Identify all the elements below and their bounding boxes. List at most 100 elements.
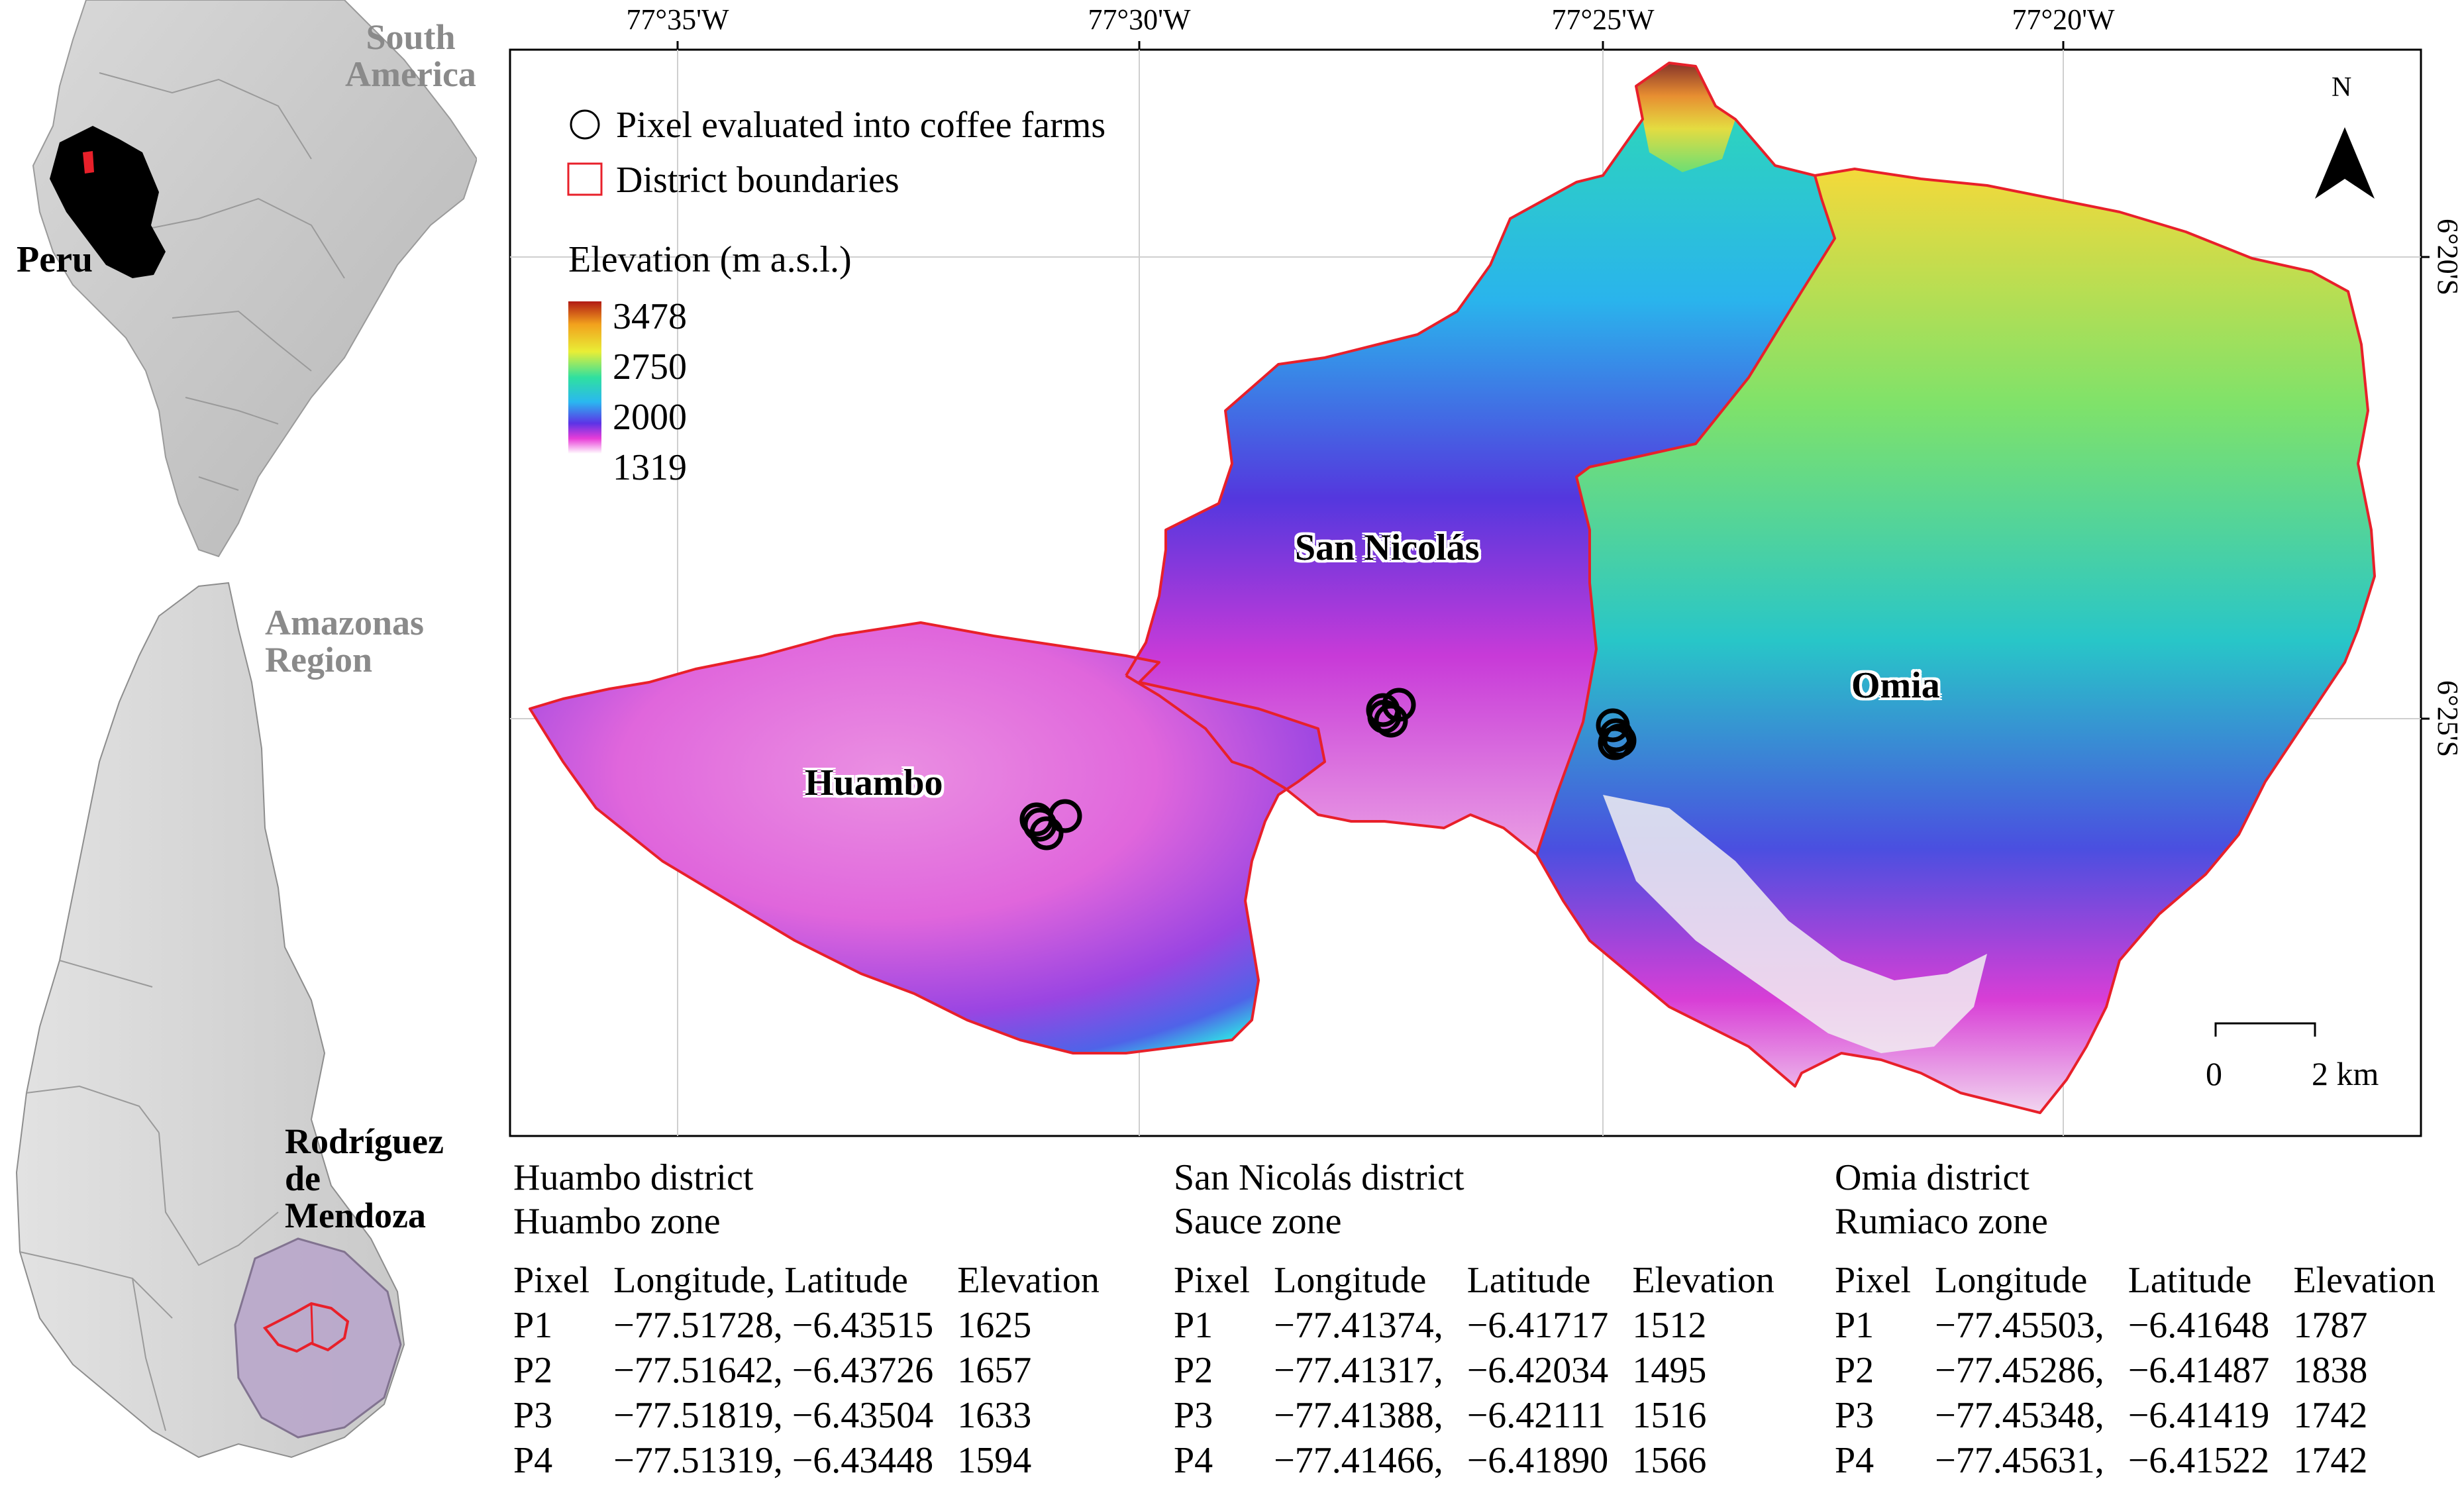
table-row: P1 −77.51728, −6.43515 1625 <box>513 1303 1100 1348</box>
country-label-peru: Peru <box>17 239 93 280</box>
cell-latitude: −6.41419 <box>2128 1395 2270 1436</box>
huambo-zone-title: Huambo zone <box>513 1201 721 1242</box>
cell-pixel: P2 <box>1835 1350 1874 1391</box>
province-label-line2: de <box>285 1158 321 1198</box>
cell-elevation: 1594 <box>957 1440 1032 1481</box>
peru-shape <box>50 126 166 278</box>
cell-longitude: −77.45348, <box>1935 1395 2104 1436</box>
table-row: P4 −77.41466, −6.41890 1566 <box>1174 1438 1774 1483</box>
huambo-district-title: Huambo district <box>513 1157 754 1198</box>
region-label-line1: Amazonas <box>265 603 424 643</box>
legend-boundary-symbol <box>567 162 603 196</box>
cell-elevation: 1625 <box>957 1305 1032 1346</box>
huambo-pixel-p2 <box>1029 816 1064 850</box>
header-latitude: Latitude <box>2128 1260 2252 1301</box>
table-row: P3 −77.41388, −6.42111 1516 <box>1174 1393 1774 1438</box>
cell-elevation: 1633 <box>957 1395 1032 1436</box>
top-axis-label: 77°35'W <box>626 3 729 36</box>
table-row: P3 −77.45348, −6.41419 1742 <box>1835 1393 2436 1438</box>
elevation-color-ramp <box>568 301 601 454</box>
san-nicolas-pixel-table: Pixel Longitude Latitude Elevation P1 −7… <box>1174 1258 1774 1483</box>
table-row: P2 −77.51642, −6.43726 1657 <box>513 1348 1100 1393</box>
omia-table-block: Omia district Rumiaco zone Pixel Longitu… <box>1835 1156 2436 1483</box>
cell-longitude: −77.41317, <box>1274 1350 1443 1391</box>
table-row: P2 −77.41317, −6.42034 1495 <box>1174 1348 1774 1393</box>
cell-elevation: 1516 <box>1632 1395 1707 1436</box>
top-axis-label: 77°20'W <box>2012 3 2115 36</box>
cell-pixel: P2 <box>1174 1350 1213 1391</box>
south-america-landmass <box>32 0 477 558</box>
cell-elevation: 1657 <box>957 1350 1032 1391</box>
cell-pixel: P1 <box>513 1305 553 1346</box>
san-nicolas-district-area <box>1126 63 1835 854</box>
scale-bar-end: 2 km <box>2312 1055 2379 1092</box>
country-borders <box>99 72 345 491</box>
san-nicolas-zone-title: Sauce zone <box>1174 1201 1342 1242</box>
cell-pixel: P3 <box>1835 1395 1874 1436</box>
right-axis-label: 6°20'S <box>2432 219 2464 295</box>
san-nicolas-pixel-p4 <box>1382 688 1416 722</box>
legend-point-label: Pixel evaluated into coffee farms <box>616 105 1106 146</box>
header-elevation: Elevation <box>957 1260 1100 1301</box>
coffee-farm-pixels <box>1019 688 1637 850</box>
province-label-line1: Rodríguez <box>285 1121 444 1161</box>
scale-bar <box>2214 1022 2316 1037</box>
cell-latitude: −6.42111 <box>1466 1395 1606 1436</box>
elevation-value: 1319 <box>613 447 687 488</box>
cell-elevation: 1742 <box>2293 1395 2368 1436</box>
san-nicolas-table-block: San Nicolás district Sauce zone Pixel Lo… <box>1174 1156 1774 1483</box>
cell-coordinates: −77.51819, −6.43504 <box>613 1395 934 1436</box>
cell-elevation: 1838 <box>2293 1350 2368 1391</box>
south-america-inset-map <box>32 0 477 558</box>
legend-point-symbol <box>570 109 600 140</box>
study-districts-outline <box>262 1302 350 1353</box>
huambo-pixel-table: Pixel Longitude, Latitude Elevation P1 −… <box>513 1258 1100 1483</box>
continent-label-line2: America <box>345 54 476 94</box>
cell-latitude: −6.41648 <box>2128 1305 2270 1346</box>
header-pixel: Pixel <box>1174 1260 1251 1301</box>
district-label-huambo: Huambo <box>805 762 943 803</box>
san-nicolas-district-title: San Nicolás district <box>1174 1157 1464 1198</box>
cell-pixel: P4 <box>1835 1440 1874 1481</box>
valley-low-area <box>1603 795 1987 1053</box>
table-header-row: Pixel Longitude, Latitude Elevation <box>513 1258 1100 1303</box>
graticule-ticks <box>676 41 2430 720</box>
scale-bar-start: 0 <box>2206 1055 2222 1092</box>
cell-longitude: −77.45631, <box>1935 1440 2104 1481</box>
region-label-line2: Region <box>265 640 372 680</box>
top-axis-labels: 77°35'W 77°30'W 77°25'W 77°20'W <box>0 0 2464 46</box>
cell-elevation: 1512 <box>1632 1305 1707 1346</box>
omia-zone-title: Rumiaco zone <box>1835 1201 2048 1242</box>
cell-longitude: −77.41374, <box>1274 1305 1443 1346</box>
table-header-row: Pixel Longitude Latitude Elevation <box>1174 1258 1774 1303</box>
header-elevation: Elevation <box>1632 1260 1774 1301</box>
cell-elevation: 1566 <box>1632 1440 1707 1481</box>
huambo-table-block: Huambo district Huambo zone Pixel Longit… <box>513 1156 1100 1483</box>
north-arrow <box>2315 127 2375 199</box>
cell-coordinates: −77.51728, −6.43515 <box>613 1305 934 1346</box>
header-longitude-latitude: Longitude, Latitude <box>613 1260 908 1301</box>
study-district-divider <box>310 1303 314 1345</box>
cell-latitude: −6.41890 <box>1466 1440 1609 1481</box>
amazonas-region-inset-map <box>15 582 405 1459</box>
cell-pixel: P4 <box>513 1440 553 1481</box>
huambo-pixel-p4 <box>1048 799 1082 833</box>
table-row: P2 −77.45286, −6.41487 1838 <box>1835 1348 2436 1393</box>
table-row: P1 −77.45503, −6.41648 1787 <box>1835 1303 2436 1348</box>
header-longitude: Longitude <box>1274 1260 1427 1301</box>
district-label-san-nicolas: San Nicolás <box>1295 527 1480 568</box>
province-label-line3: Mendoza <box>285 1196 426 1235</box>
cell-pixel: P3 <box>513 1395 553 1436</box>
cell-pixel: P3 <box>1174 1395 1213 1436</box>
district-boundaries <box>529 62 2376 1114</box>
province-borders <box>19 960 279 1431</box>
rodriguez-de-mendoza-province <box>234 1237 402 1439</box>
top-axis-label: 77°25'W <box>1551 3 1655 36</box>
header-pixel: Pixel <box>513 1260 590 1301</box>
header-pixel: Pixel <box>1835 1260 1912 1301</box>
cell-latitude: −6.41487 <box>2128 1350 2270 1391</box>
omia-pixel-p4 <box>1598 726 1632 760</box>
main-elevation-map <box>509 41 2430 1137</box>
study-area-highlight <box>83 151 94 174</box>
cell-latitude: −6.42034 <box>1466 1350 1609 1391</box>
